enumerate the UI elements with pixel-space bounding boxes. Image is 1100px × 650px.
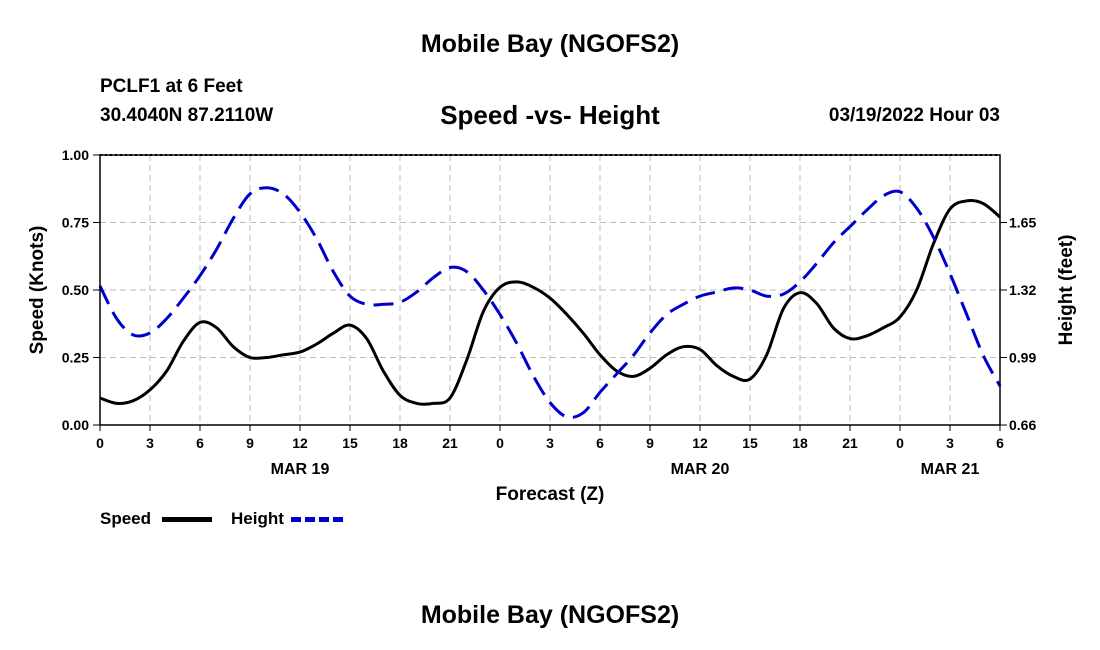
x-tick-label: 6 bbox=[996, 435, 1004, 451]
y-axis-label: Speed (Knots) bbox=[27, 226, 48, 355]
x-tick-label: 0 bbox=[96, 435, 104, 451]
station-label: PCLF1 at 6 Feet bbox=[100, 76, 243, 97]
x-tick-label: 3 bbox=[546, 435, 554, 451]
x-axis-label: Forecast (Z) bbox=[496, 484, 605, 505]
x-tick-label: 18 bbox=[392, 435, 408, 451]
date-label: MAR 21 bbox=[921, 461, 980, 478]
speed-height-chart: 0 3 6 9 12 15 18 21 0 3 6 9 12 15 18 21 0 3 6 MAR 19 MAR 20 M… bbox=[27, 147, 1077, 505]
chart-main-title: Mobile Bay (NGOFS2) bbox=[420, 30, 680, 58]
y-tick-label: 0.25 bbox=[62, 350, 89, 366]
x-tick-label: 18 bbox=[792, 435, 808, 451]
y-tick-label: 1.00 bbox=[62, 147, 89, 163]
speed-series-line bbox=[99, 199, 1001, 406]
x-tick-label: 21 bbox=[842, 435, 858, 451]
x-tick-label: 3 bbox=[946, 435, 954, 451]
grid-lines bbox=[99, 154, 1001, 426]
height-series-line bbox=[98, 186, 1002, 419]
forecast-timestamp: 03/19/2022 Hour 03 bbox=[828, 105, 1000, 126]
x-tick-label: 9 bbox=[246, 435, 254, 451]
series-lines bbox=[98, 186, 1002, 419]
footer-title: Mobile Bay (NGOFS2) bbox=[420, 601, 680, 629]
legend-speed-label: Speed bbox=[100, 509, 152, 528]
x-tick-label: 15 bbox=[742, 435, 758, 451]
x-tick-label: 21 bbox=[442, 435, 458, 451]
x-tick-label: 3 bbox=[146, 435, 154, 451]
legend-height-label: Height bbox=[231, 509, 284, 528]
x-tick-label: 15 bbox=[342, 435, 358, 451]
legend-speed-swatch bbox=[162, 517, 212, 522]
y-tick-label: 0.50 bbox=[62, 282, 89, 298]
x-tick-label: 6 bbox=[196, 435, 204, 451]
date-label: MAR 20 bbox=[671, 461, 730, 478]
legend-height-swatch bbox=[291, 517, 343, 522]
y-tick-label: 0.00 bbox=[62, 417, 89, 433]
y2-axis-label: Height (feet) bbox=[1056, 235, 1077, 346]
y-tick-label: 0.75 bbox=[62, 215, 89, 231]
y2-tick-label: 0.99 bbox=[1009, 350, 1036, 366]
date-label: MAR 19 bbox=[271, 461, 330, 478]
x-tick-label: 12 bbox=[692, 435, 708, 451]
x-tick-label: 0 bbox=[496, 435, 504, 451]
y2-tick-label: 1.32 bbox=[1009, 282, 1036, 298]
station-coordinates: 30.4040N 87.2110W bbox=[100, 105, 274, 126]
x-tick-label: 12 bbox=[292, 435, 308, 451]
y2-tick-label: 1.65 bbox=[1009, 215, 1036, 231]
y2-tick-label: 0.66 bbox=[1009, 417, 1036, 433]
plot-subtitle: Speed -vs- Height bbox=[440, 100, 660, 130]
x-tick-label: 6 bbox=[596, 435, 604, 451]
x-tick-label: 9 bbox=[646, 435, 654, 451]
axes: 0 3 6 9 12 15 18 21 0 3 6 9 12 15 18 21 0 3 6 MAR 19 MAR 20 M… bbox=[62, 147, 1037, 478]
x-tick-label: 0 bbox=[896, 435, 904, 451]
